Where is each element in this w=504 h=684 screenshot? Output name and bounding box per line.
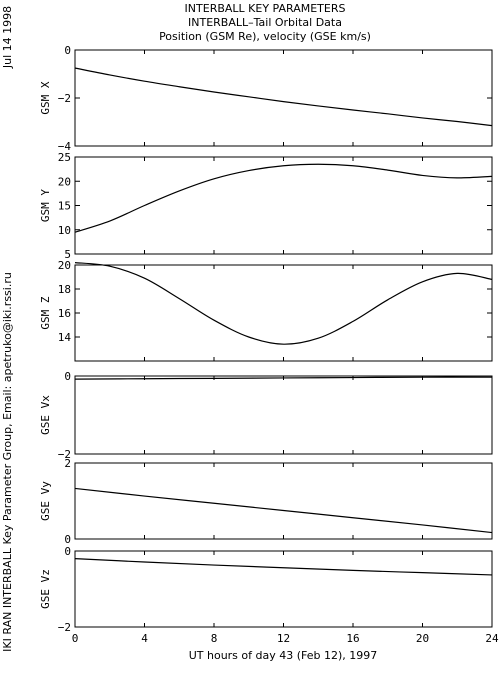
y-axis-label: GSE Vz — [39, 569, 52, 609]
series-line-gsm-z — [74, 262, 493, 345]
series-line-gsm-y — [74, 163, 493, 233]
x-tick-label: 16 — [346, 632, 359, 645]
panel-frame — [74, 550, 493, 628]
y-tick-label: 0 — [64, 545, 71, 558]
y-tick-label: −2 — [58, 92, 71, 105]
y-tick-label: 25 — [58, 151, 71, 164]
y-axis-label: GSM Y — [39, 189, 52, 222]
y-tick-label: 10 — [58, 224, 71, 237]
x-tick-label: 12 — [277, 632, 290, 645]
y-axis-label: GSM X — [39, 81, 52, 114]
panel-gsm-z: 14 16 18 20 GSM Z — [39, 259, 493, 362]
plot-date: Jul 14 1998 — [1, 6, 14, 69]
y-axis-label: GSE Vy — [39, 481, 52, 521]
panel-frame — [74, 49, 493, 147]
x-tick-label: 4 — [141, 632, 148, 645]
header-subtitle: INTERBALL–Tail Orbital Data — [188, 16, 342, 29]
panel-gsm-y: 5 10 15 20 25 GSM Y — [39, 151, 493, 261]
panel-frame — [74, 462, 493, 540]
x-axis-label: UT hours of day 43 (Feb 12), 1997 — [189, 649, 378, 662]
y-axis-label: GSM Z — [39, 296, 52, 329]
series-line-gse-vx — [74, 376, 493, 380]
y-tick-label: 0 — [64, 44, 71, 57]
panel-gse-vz: −2 0 GSE Vz — [39, 545, 493, 634]
y-tick-label: 20 — [58, 259, 71, 272]
credit-line: IKI RAN INTERBALL Key Parameter Group, E… — [1, 272, 14, 652]
panel-frame — [74, 156, 493, 255]
y-tick-label: 0 — [64, 533, 71, 546]
panel-gsm-x: −4 −2 0 GSM X — [39, 44, 493, 153]
x-tick-label: 0 — [72, 632, 79, 645]
header-title: INTERBALL KEY PARAMETERS — [185, 2, 346, 15]
series-line-gse-vz — [74, 558, 493, 576]
x-tick-label: 8 — [211, 632, 218, 645]
panel-frame — [74, 375, 493, 455]
y-tick-label: −2 — [58, 448, 71, 461]
y-tick-label: 16 — [58, 307, 71, 320]
panel-gse-vx: −2 0 GSE Vx — [39, 370, 493, 461]
y-tick-label: 5 — [64, 248, 71, 261]
header-units: Position (GSM Re), velocity (GSE km/s) — [159, 30, 371, 43]
y-axis-label: GSE Vx — [39, 395, 52, 435]
y-tick-label: −4 — [58, 140, 72, 153]
y-tick-label: −2 — [58, 621, 71, 634]
x-axis: 0 4 8 12 16 20 24 — [72, 632, 499, 645]
y-tick-label: 18 — [58, 283, 71, 296]
x-tick-label: 24 — [485, 632, 499, 645]
y-tick-label: 0 — [64, 370, 71, 383]
series-line-gsm-x — [74, 67, 493, 127]
x-tick-label: 20 — [416, 632, 429, 645]
y-tick-label: 14 — [58, 331, 72, 344]
series-line-gse-vy — [74, 487, 493, 534]
y-tick-label: 2 — [64, 457, 71, 470]
figure-header: INTERBALL KEY PARAMETERS INTERBALL–Tail … — [159, 2, 371, 43]
y-tick-label: 20 — [58, 175, 71, 188]
panel-gse-vy: 0 2 GSE Vy — [39, 457, 493, 546]
y-tick-label: 15 — [58, 200, 71, 213]
